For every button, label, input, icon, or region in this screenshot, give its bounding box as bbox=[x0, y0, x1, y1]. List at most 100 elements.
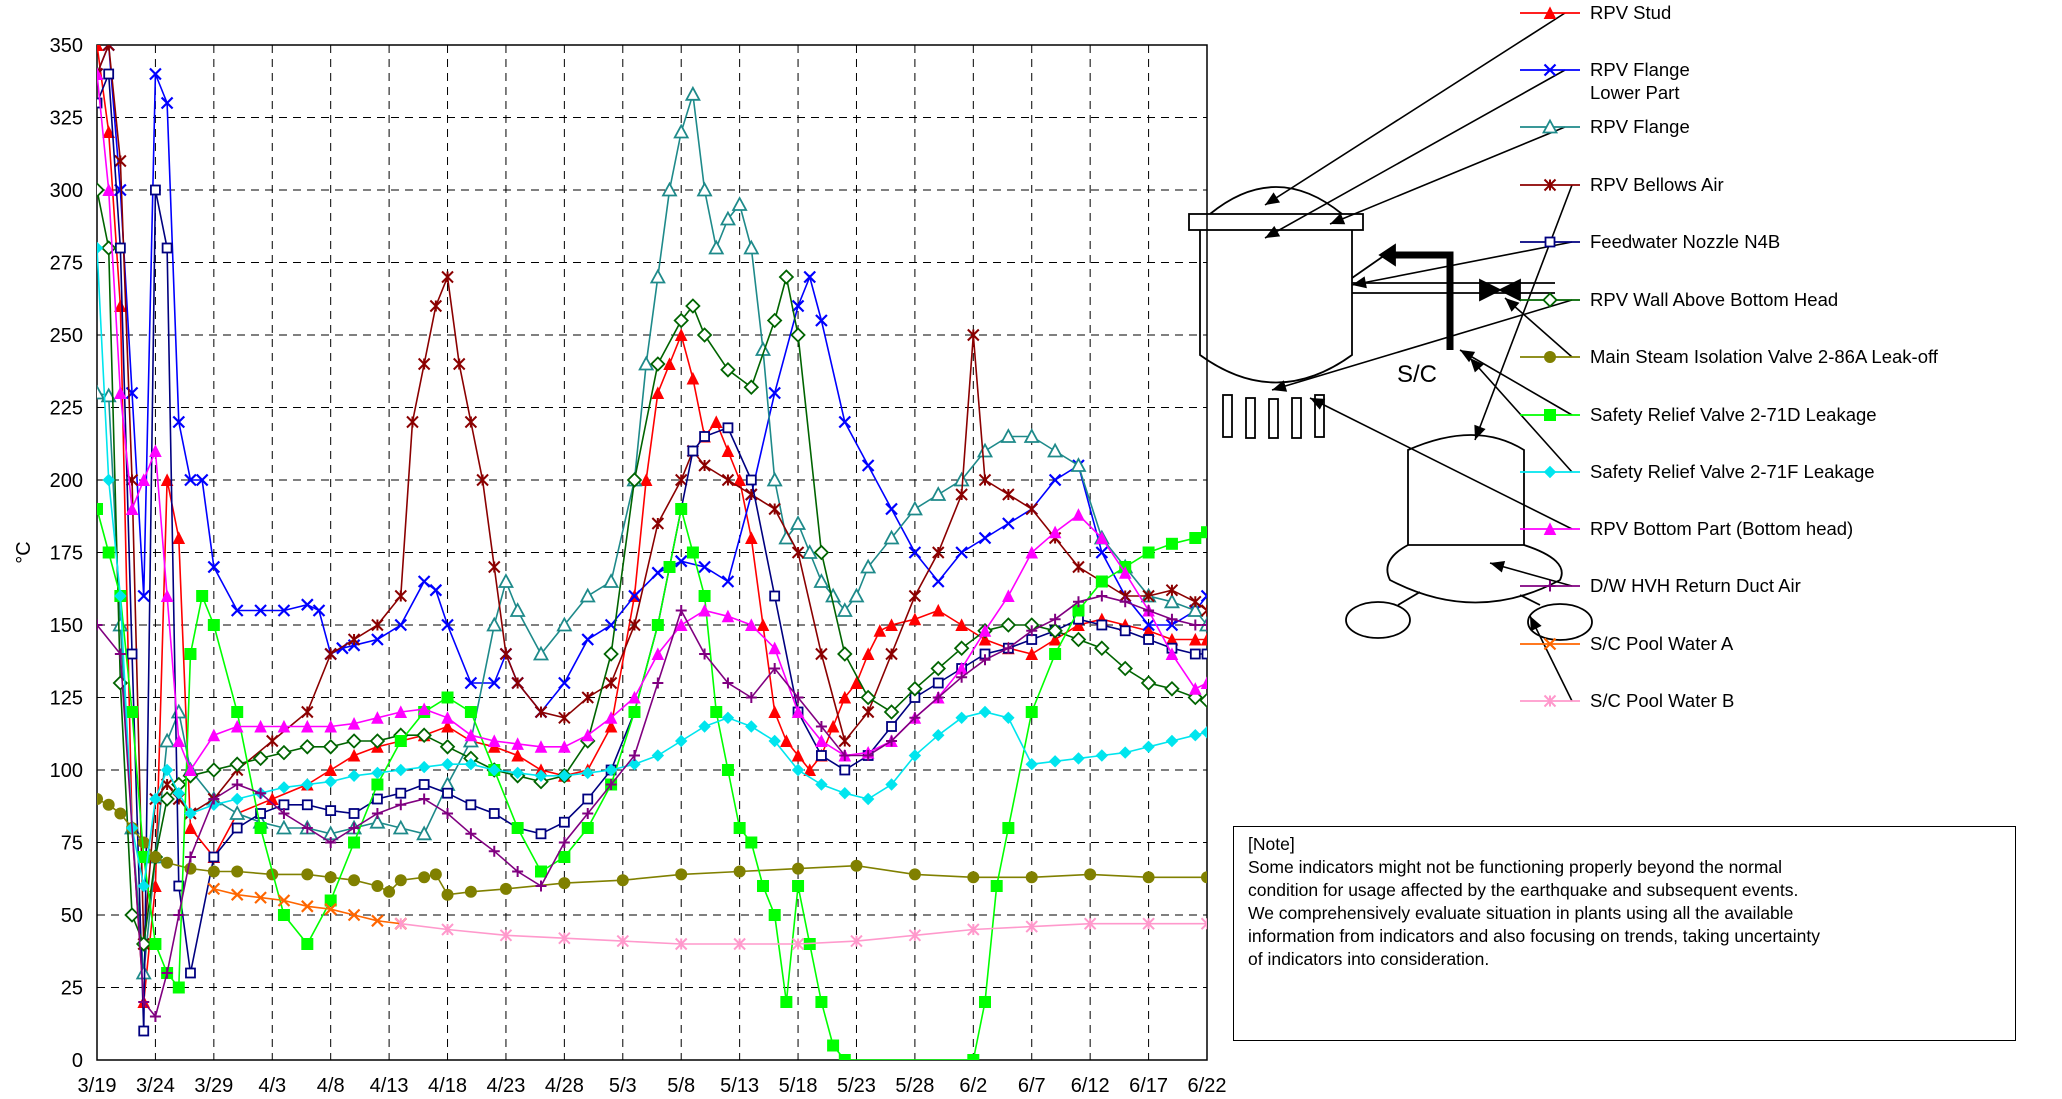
legend-item: RPV Wall Above Bottom Head bbox=[1520, 289, 1838, 310]
data-point bbox=[184, 807, 197, 820]
srv-valve bbox=[1378, 243, 1396, 267]
data-point bbox=[1026, 634, 1038, 645]
data-point bbox=[1000, 428, 1017, 443]
data-point bbox=[255, 808, 266, 819]
sc-leg-right bbox=[1519, 594, 1541, 606]
data-point bbox=[907, 681, 923, 697]
data-point bbox=[1142, 740, 1155, 754]
legend-item: Feedwater Nozzle N4B bbox=[1520, 231, 1780, 252]
data-point bbox=[673, 312, 689, 329]
data-point bbox=[439, 739, 456, 755]
data-point bbox=[254, 719, 267, 733]
data-point bbox=[979, 996, 991, 1008]
data-point bbox=[581, 822, 594, 834]
data-point bbox=[955, 488, 968, 501]
data-point bbox=[1165, 618, 1179, 632]
data-point bbox=[663, 561, 676, 573]
suppression-chamber bbox=[1386, 544, 1563, 604]
data-point bbox=[745, 618, 758, 631]
data-point bbox=[278, 799, 290, 811]
data-point bbox=[790, 515, 807, 530]
data-point bbox=[312, 604, 326, 617]
data-point bbox=[932, 677, 944, 689]
data-point bbox=[978, 624, 992, 637]
data-point bbox=[604, 763, 618, 777]
data-point bbox=[850, 859, 863, 872]
data-point bbox=[780, 734, 793, 747]
data-point bbox=[639, 473, 653, 486]
data-point bbox=[956, 671, 968, 683]
callout-line bbox=[1474, 184, 1573, 441]
data-point bbox=[955, 618, 968, 631]
data-point bbox=[721, 444, 735, 457]
data-point bbox=[1200, 589, 1207, 603]
callout-line bbox=[1504, 297, 1573, 358]
data-point bbox=[792, 692, 804, 703]
data-point bbox=[838, 690, 852, 704]
data-point bbox=[371, 711, 384, 724]
data-point bbox=[149, 67, 162, 81]
y-tick-label: 350 bbox=[50, 35, 83, 57]
data-point bbox=[1025, 757, 1038, 771]
data-point bbox=[184, 473, 197, 487]
data-point bbox=[231, 792, 244, 806]
data-point bbox=[558, 851, 571, 863]
legend-swatch-marker bbox=[1541, 118, 1559, 134]
data-point bbox=[535, 828, 547, 840]
data-point bbox=[346, 733, 362, 749]
data-point bbox=[488, 808, 500, 819]
data-point bbox=[534, 769, 548, 783]
data-point bbox=[535, 880, 547, 892]
data-point bbox=[813, 573, 830, 588]
data-point bbox=[1094, 640, 1110, 656]
callout-arrowhead bbox=[1505, 298, 1520, 312]
data-point bbox=[394, 763, 407, 777]
data-point bbox=[721, 473, 735, 487]
data-point bbox=[731, 196, 748, 211]
data-point bbox=[674, 618, 688, 631]
data-point bbox=[558, 931, 571, 945]
data-point bbox=[976, 442, 994, 458]
data-point bbox=[266, 734, 279, 748]
reactor-diagram: S/C bbox=[1188, 186, 1593, 641]
data-point bbox=[126, 706, 139, 718]
data-point bbox=[721, 609, 735, 623]
data-point bbox=[605, 779, 617, 790]
data-point bbox=[932, 546, 945, 559]
data-point bbox=[721, 764, 734, 776]
data-point bbox=[908, 929, 922, 942]
data-point bbox=[1201, 526, 1207, 539]
x-tick-label: 3/19 bbox=[78, 1075, 117, 1097]
data-point bbox=[628, 618, 641, 632]
data-point bbox=[883, 529, 900, 545]
data-point bbox=[768, 386, 781, 400]
data-point bbox=[838, 415, 852, 429]
data-point bbox=[908, 546, 922, 559]
data-point bbox=[208, 793, 220, 805]
data-point bbox=[184, 763, 197, 776]
data-point bbox=[628, 757, 641, 771]
data-point bbox=[791, 763, 805, 777]
data-point bbox=[815, 996, 828, 1008]
callout-lines bbox=[1264, 12, 1573, 702]
data-point bbox=[1095, 749, 1109, 762]
data-point bbox=[721, 575, 735, 588]
legend-item: RPV Stud bbox=[1520, 2, 1671, 23]
msiv-valve bbox=[1479, 278, 1521, 302]
data-point bbox=[172, 981, 185, 994]
data-point bbox=[97, 384, 106, 400]
data-point bbox=[207, 798, 221, 812]
data-point bbox=[161, 856, 174, 869]
data-point bbox=[792, 880, 805, 892]
data-point bbox=[348, 822, 360, 834]
data-point bbox=[394, 618, 408, 632]
data-point bbox=[276, 744, 292, 761]
data-point bbox=[638, 355, 655, 371]
data-point bbox=[967, 871, 980, 884]
data-point bbox=[696, 327, 713, 343]
data-point bbox=[1023, 428, 1040, 443]
data-point bbox=[137, 589, 151, 603]
x-tick-label: 4/28 bbox=[545, 1075, 584, 1097]
data-point bbox=[978, 473, 992, 487]
legend-swatch-marker bbox=[1543, 694, 1557, 708]
